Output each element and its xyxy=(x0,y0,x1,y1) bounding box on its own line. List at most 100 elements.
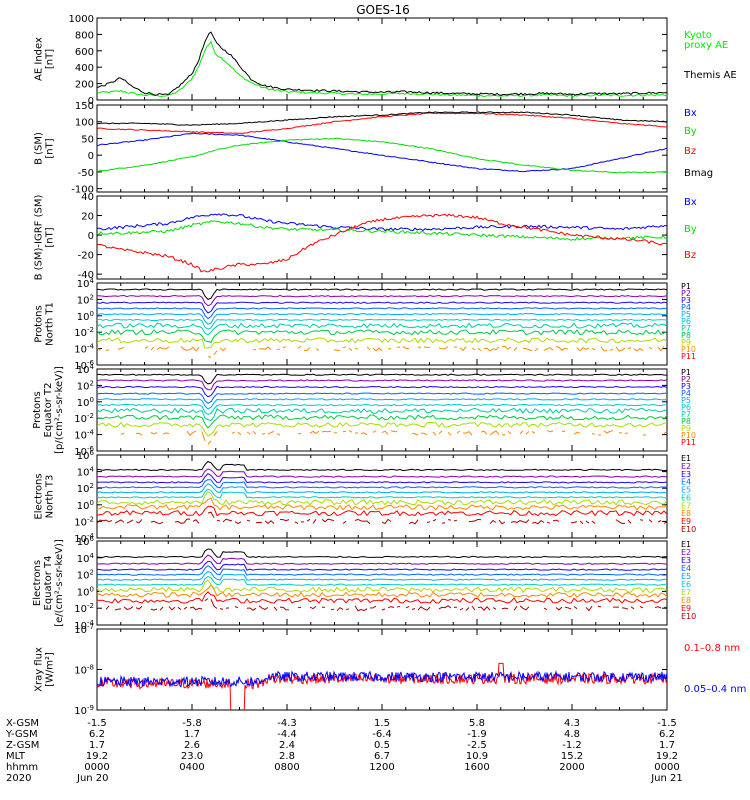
row-label: MLT xyxy=(6,751,26,762)
axis-value: 0000 xyxy=(654,762,679,773)
panel-p1: 104 102 100 10-2 10-4 10-6 Protons North T1 P1P2… xyxy=(34,277,697,372)
xray-line-short xyxy=(97,670,667,688)
y-axis-label: Protons xyxy=(34,305,45,342)
xray-line-long xyxy=(97,662,667,710)
y-tick-label: 10-4 xyxy=(74,619,94,632)
flux-line-p1 xyxy=(97,373,667,385)
y-tick-label: 104 xyxy=(77,466,95,479)
series-line-bz xyxy=(97,213,667,273)
y-axis-label: Protons xyxy=(32,391,43,428)
flux-line-p7 xyxy=(97,407,667,422)
legend-xray-long: 0.1–0.8 nm xyxy=(684,643,740,654)
y-tick-label: 40 xyxy=(81,192,94,203)
axis-value: 6.2 xyxy=(89,729,105,740)
series-line-bmag xyxy=(97,111,667,126)
y-tick-label: 10-4 xyxy=(74,429,94,442)
panel-frame xyxy=(96,628,668,711)
axis-value: -5.8 xyxy=(182,718,202,729)
flux-line-p10 xyxy=(120,430,667,445)
legend-bx: Bx xyxy=(684,108,697,119)
y-axis-label: B (SM)-IGRF (SM) xyxy=(34,195,45,281)
plot-area xyxy=(97,288,667,357)
axis-value: 2.8 xyxy=(279,751,295,762)
legend-p2: P2 xyxy=(681,375,691,384)
legend-e8: E8 xyxy=(681,509,691,518)
y-axis-label: [nT] xyxy=(45,138,56,158)
axis-value: 1200 xyxy=(369,762,394,773)
legend-e10: E10 xyxy=(681,612,696,621)
y-tick-label: 100 xyxy=(77,499,94,512)
figure-title: GOES-16 xyxy=(356,3,410,17)
y-axis-label: [p/(cm²-s-sr-keV)] xyxy=(54,366,65,454)
y-axis-label: Equator T4 xyxy=(43,556,54,611)
flux-line-e2 xyxy=(97,554,667,565)
plot-area xyxy=(97,373,667,445)
panel-frame xyxy=(96,282,668,366)
y-axis-label: Electrons xyxy=(34,473,45,519)
axis-value: -2.5 xyxy=(467,740,487,751)
series-line-bz xyxy=(97,112,667,134)
axis-value: -1.2 xyxy=(562,740,582,751)
legend-p11: P11 xyxy=(681,438,696,447)
y-axis-label: North T1 xyxy=(45,302,56,346)
y-tick-label: 104 xyxy=(77,552,95,565)
legend-p7: P7 xyxy=(681,324,691,333)
y-tick-label: -20 xyxy=(78,251,94,262)
flux-line-p8 xyxy=(97,329,667,343)
y-tick-label: 10-2 xyxy=(74,326,94,339)
y-tick-label: 50 xyxy=(81,134,94,145)
axis-value: 0400 xyxy=(179,762,204,773)
y-tick-label: 0 xyxy=(88,96,94,107)
axis-value: 6.7 xyxy=(374,751,390,762)
y-tick-label: 10-9 xyxy=(74,704,94,717)
flux-line-e10 xyxy=(97,511,667,525)
y-tick-label: 104 xyxy=(77,277,95,290)
legend-e9: E9 xyxy=(681,517,691,526)
row-label: 2020 xyxy=(6,773,31,784)
axis-value: 0000 xyxy=(84,762,109,773)
y-tick-label: 150 xyxy=(75,101,94,112)
legend-kyoto-proxy-ae: Kyoto xyxy=(684,30,712,41)
y-tick-label: 10-2 xyxy=(74,602,94,615)
series-line-kyoto-proxy-ae xyxy=(97,40,667,98)
row-label: hhmm xyxy=(6,762,38,773)
plot-area xyxy=(97,662,667,710)
y-tick-label: 100 xyxy=(77,585,94,598)
axis-value: 10.9 xyxy=(466,751,488,762)
axis-value: Jun 21 xyxy=(650,773,683,784)
axis-value: 0800 xyxy=(274,762,299,773)
axis-value: 2.4 xyxy=(279,740,295,751)
legend-e4: E4 xyxy=(681,564,691,573)
panel-e2: 106 104 102 100 10-2 10-4 Electrons Equator T4[… xyxy=(32,535,696,632)
y-tick-label: 400 xyxy=(75,63,94,74)
flux-line-p4 xyxy=(97,392,667,404)
panel-ae: 1000 800 600 400 200 0 AE Index [nT] Kyotoproxy … xyxy=(34,14,737,107)
y-axis-label: [W/m²] xyxy=(45,652,56,687)
y-axis-label: North T3 xyxy=(45,475,56,519)
y-tick-label: 10-8 xyxy=(74,664,94,677)
axis-value: 19.2 xyxy=(86,751,108,762)
flux-line-p2 xyxy=(97,379,667,391)
y-axis-label: [e/(cm²-s-sr-keV)] xyxy=(54,539,65,627)
legend-p2: P2 xyxy=(681,289,691,298)
legend-e5: E5 xyxy=(681,486,691,495)
plot-area xyxy=(97,111,667,174)
y-tick-label: -50 xyxy=(78,168,94,179)
legend-p1: P1 xyxy=(681,282,691,291)
flux-line-p7 xyxy=(97,322,667,336)
flux-line-e8 xyxy=(97,497,667,511)
panel-b: 150 100 50 0 -50 -100 B (SM) [nT] Bx By Bz Bmag xyxy=(34,101,714,196)
flux-line-e7 xyxy=(97,491,667,506)
flux-line-e8 xyxy=(97,584,667,598)
legend-e6: E6 xyxy=(681,580,691,589)
flux-line-p3 xyxy=(97,301,667,314)
legend-bz: Bz xyxy=(684,146,696,157)
legend-e1: E1 xyxy=(681,540,691,549)
axis-value: 19.2 xyxy=(656,751,678,762)
legend-p7: P7 xyxy=(681,410,691,419)
plot-area xyxy=(97,460,667,525)
panel-frame xyxy=(96,195,668,280)
y-tick-label: 20 xyxy=(81,212,94,223)
